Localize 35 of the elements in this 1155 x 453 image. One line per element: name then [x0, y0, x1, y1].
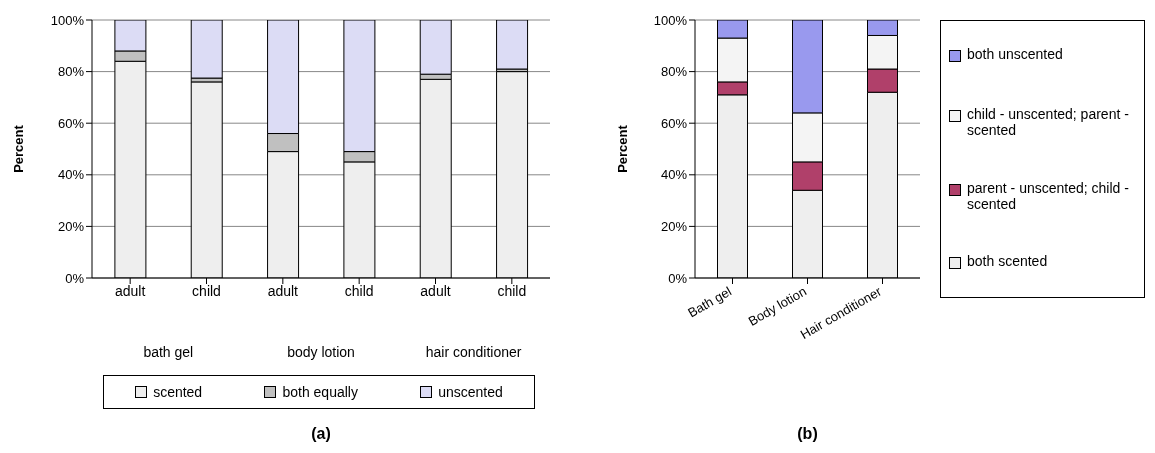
x-tick-label: child — [192, 282, 221, 299]
bar — [496, 20, 529, 70]
text: bath gel — [142, 344, 195, 360]
text: hair conditioner — [424, 344, 523, 360]
x-tick-label: adult — [420, 282, 451, 299]
y-tick-label: 20% — [57, 219, 85, 235]
y-axis-title: Percent — [614, 124, 630, 173]
legend-label: both scented — [967, 253, 1048, 270]
y-tick-label: 20% — [660, 219, 688, 235]
y-tick-label: 40% — [57, 167, 85, 183]
legend-label: child - unscented; parent - scented — [967, 106, 1130, 139]
y-axis-title: Percent — [10, 124, 26, 173]
y-tick-label: 60% — [660, 115, 688, 131]
x-tick-label: adult — [267, 282, 299, 299]
y-tick-label: 80% — [57, 64, 85, 80]
y-tick-label: 0% — [65, 270, 85, 286]
legend-label: unscented — [437, 384, 503, 400]
y-tick-label: 80% — [660, 64, 688, 80]
legend-label: scented — [152, 384, 203, 400]
y-tick-label: 40% — [660, 167, 688, 183]
y-tick-label: 0% — [668, 270, 688, 286]
legend-label: both equally — [281, 384, 358, 400]
y-tick-label: 100% — [653, 12, 688, 28]
x-tick-label: child — [497, 282, 527, 299]
legend-label: parent - unscented; child - scented — [967, 179, 1130, 212]
x-tick-label: child — [344, 282, 374, 299]
legend-label: both unscented — [967, 45, 1063, 62]
x-tick-label: adult — [114, 282, 146, 299]
text: (a) — [310, 425, 332, 443]
y-tick-label: 60% — [57, 115, 85, 131]
x-tick-label: Bath gel — [685, 283, 735, 321]
bar — [190, 20, 223, 79]
y-tick-label: 100% — [50, 12, 85, 28]
text: body lotion — [286, 344, 356, 360]
text: (b) — [796, 425, 819, 443]
